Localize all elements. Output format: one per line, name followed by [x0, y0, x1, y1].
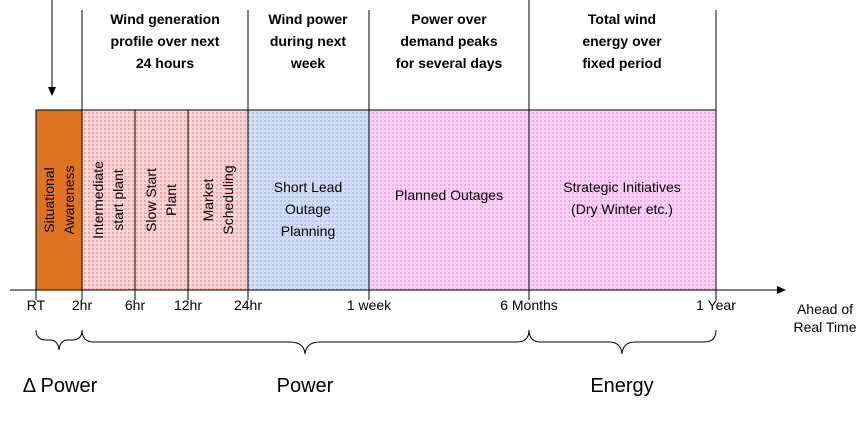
tick-label: 6hr [125, 297, 146, 313]
region-label: Plant [163, 184, 179, 216]
tick-label: 24hr [234, 297, 262, 313]
axis-label: Real Time [793, 319, 856, 335]
region-label: Scheduling [220, 165, 236, 234]
header-text: Power over [411, 11, 487, 27]
region-label: Awareness [61, 165, 77, 234]
region-fill [368, 109, 717, 291]
header-text: profile over next [111, 33, 220, 49]
region-label: Planned Outages [395, 187, 503, 203]
tick-label: 12hr [174, 297, 202, 313]
header-text: energy over [582, 33, 662, 49]
region-label: Situational [41, 167, 57, 232]
group-label: Energy [590, 375, 653, 397]
region-fill [81, 109, 249, 291]
region-label: Market [200, 179, 216, 222]
region-label: Strategic Initiatives [563, 179, 681, 195]
tick-label: 6 Months [500, 297, 558, 313]
region-fill [247, 109, 370, 291]
group-label: Power [277, 375, 334, 397]
tick-label: 2hr [72, 297, 93, 313]
header-text: 24 hours [136, 55, 195, 71]
brace [35, 329, 83, 351]
tick-label: 1 Year [696, 297, 736, 313]
group-label: Δ Power [23, 375, 98, 397]
header-text: Total wind [588, 11, 656, 27]
region-label: Outage [285, 201, 331, 217]
region-fill [35, 109, 83, 291]
region-label: start plant [110, 169, 126, 231]
header-text: week [290, 55, 325, 71]
header-text: Wind generation [110, 11, 220, 27]
regions [10, 0, 786, 355]
brace [528, 329, 717, 355]
axis-label: Ahead of [797, 301, 853, 317]
region-label: Short Lead [274, 179, 343, 195]
region-label: Planning [281, 223, 336, 239]
header-text: during next [270, 33, 347, 49]
header-text: Wind power [268, 11, 348, 27]
tick-label: 1 week [347, 297, 392, 313]
brace [81, 329, 530, 355]
region-label: (Dry Winter etc.) [571, 201, 673, 217]
header-text: for several days [396, 55, 503, 71]
header-text: demand peaks [400, 33, 497, 49]
region-label: Slow Start [143, 168, 159, 232]
header-text: fixed period [582, 55, 661, 71]
region-label: Intermediate [90, 161, 106, 239]
tick-label: RT [27, 297, 46, 313]
